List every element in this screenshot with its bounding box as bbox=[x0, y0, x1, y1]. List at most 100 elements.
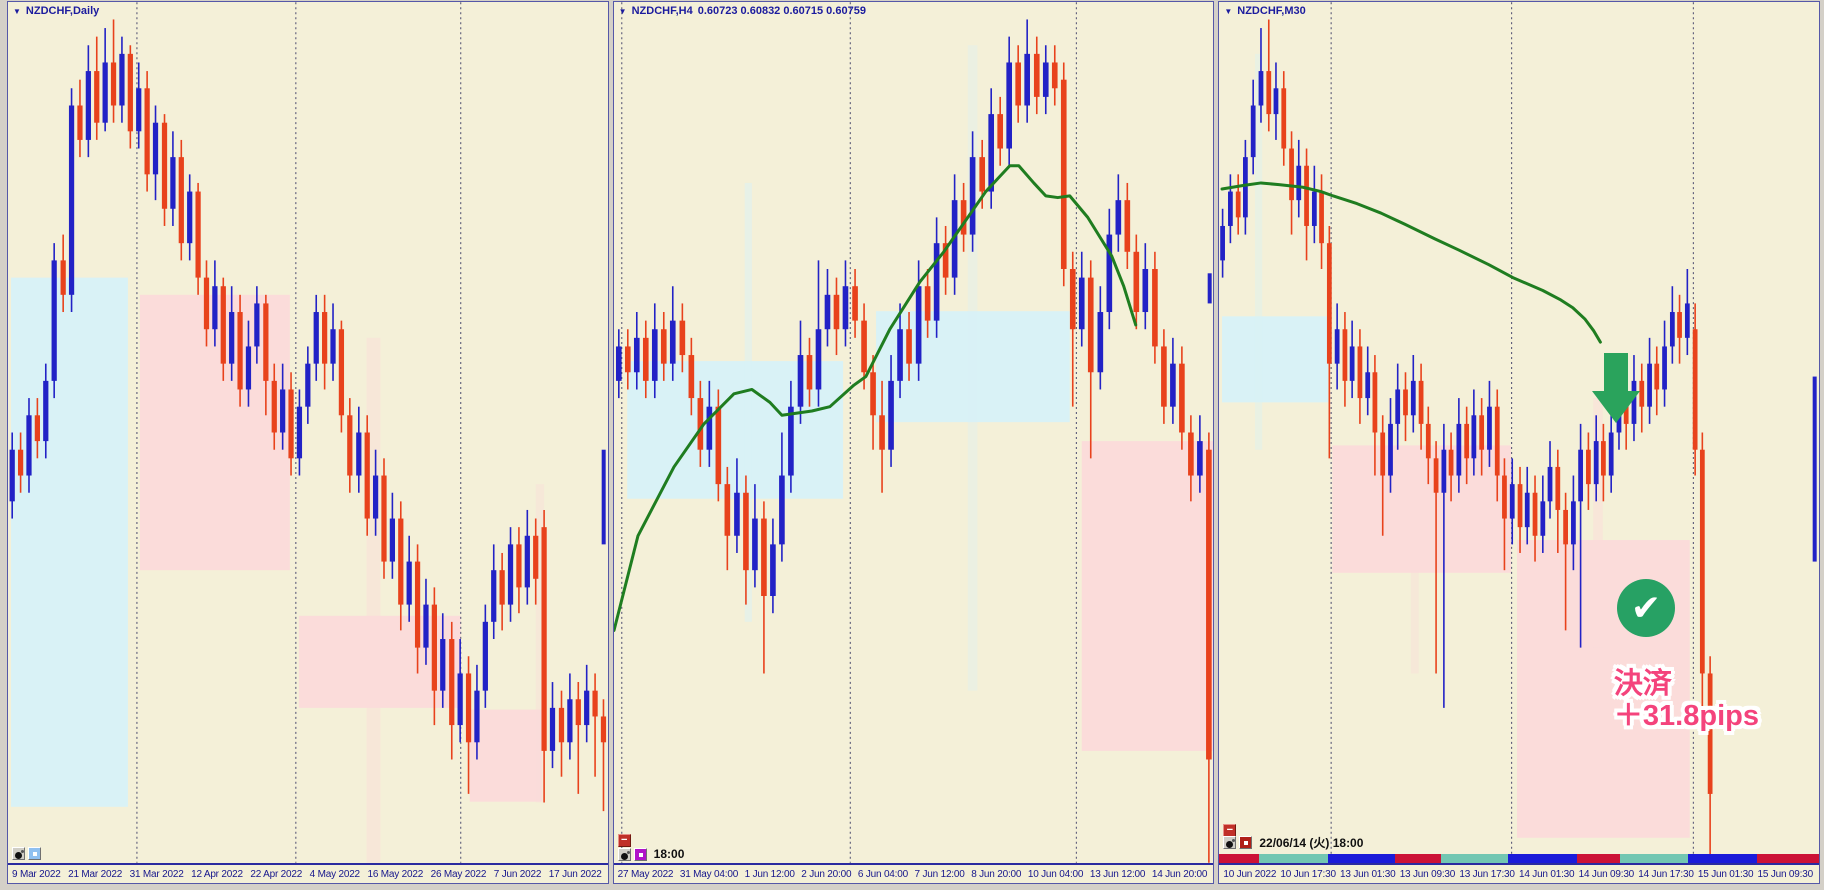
candle-body-down bbox=[1700, 449, 1706, 674]
candle-body-down bbox=[742, 492, 749, 571]
candle-body-down bbox=[161, 122, 168, 209]
candle-body-up bbox=[457, 673, 463, 726]
candle-body-up bbox=[1388, 423, 1394, 476]
chart-panel-h4: ▼ NZDCHF,H4 0.60723 0.60832 0.60715 0.60… bbox=[612, 1, 1215, 884]
date-tick-label: 14 Jun 01:30 bbox=[1518, 869, 1575, 880]
candle-body-up bbox=[1243, 157, 1249, 218]
candle-body-down bbox=[1563, 509, 1569, 545]
candle-body-up bbox=[896, 329, 903, 381]
candle-body-up bbox=[1471, 415, 1477, 459]
candle-body-up bbox=[778, 475, 785, 545]
candle-body-up bbox=[706, 406, 712, 450]
indicator-collapse-button[interactable]: − bbox=[617, 834, 631, 847]
candle-body-down bbox=[322, 312, 328, 364]
candle-body-down bbox=[979, 157, 985, 192]
candle-body-down bbox=[624, 346, 631, 373]
candle-body-up bbox=[797, 355, 803, 407]
candle-body-up bbox=[119, 53, 125, 106]
session-strip-segment bbox=[1688, 854, 1757, 863]
chevron-down-icon[interactable]: ▼ bbox=[618, 6, 627, 16]
candle-body-up bbox=[1169, 363, 1176, 407]
candle-body-up bbox=[1685, 303, 1691, 338]
candle-body-up bbox=[212, 286, 218, 330]
candle-body-down bbox=[195, 191, 201, 278]
candle-body-down bbox=[997, 114, 1003, 149]
date-tick-label: 14 Jun 20:00 bbox=[1151, 869, 1208, 880]
candle-body-down bbox=[1060, 79, 1067, 269]
candle-body-down bbox=[942, 243, 949, 278]
candle-body-up bbox=[915, 286, 922, 364]
date-tick-label: 6 Jun 04:00 bbox=[857, 869, 908, 880]
supply-demand-zone-cyan bbox=[967, 45, 978, 691]
candlestick-chart-m30[interactable] bbox=[1219, 2, 1819, 863]
candle-body-up bbox=[474, 690, 480, 743]
candle-body-up bbox=[633, 337, 640, 373]
candle-body-down bbox=[833, 294, 839, 330]
candle-body-up bbox=[769, 544, 776, 597]
candle-body-down bbox=[600, 716, 607, 743]
chevron-down-icon[interactable]: ▼ bbox=[1224, 6, 1233, 16]
chart-plot-area-m30: ▼ NZDCHF,M30 ✔ 決済 ＋31.8pips − 22/06/14 (… bbox=[1219, 2, 1819, 863]
candle-body-up bbox=[751, 518, 758, 571]
candle-body-up bbox=[406, 561, 412, 605]
candle-body-up bbox=[51, 260, 57, 381]
candle-body-up bbox=[1142, 268, 1148, 313]
candle-body-down bbox=[878, 415, 885, 450]
session-strip-segment bbox=[1328, 854, 1396, 863]
candle-body-up bbox=[1456, 423, 1462, 476]
chevron-down-icon[interactable]: ▼ bbox=[13, 6, 21, 16]
indicator-marker-icon bbox=[28, 847, 41, 860]
candle-body-up bbox=[933, 243, 940, 321]
candle-body-up bbox=[1670, 312, 1676, 347]
date-tick-label: 27 May 2022 bbox=[617, 869, 674, 880]
session-strip-segment bbox=[1440, 854, 1509, 863]
candle-body-down bbox=[688, 355, 694, 399]
candle-body-down bbox=[499, 570, 505, 605]
supply-demand-zone-pink bbox=[366, 337, 381, 863]
chart-panel-m30: ▼ NZDCHF,M30 ✔ 決済 ＋31.8pips − 22/06/14 (… bbox=[1218, 1, 1821, 884]
candle-body-down bbox=[1517, 484, 1523, 528]
candle-body-down bbox=[34, 415, 41, 442]
candlestick-chart-daily[interactable] bbox=[8, 2, 608, 863]
session-strip-segment bbox=[1756, 854, 1819, 863]
candle-body-down bbox=[60, 260, 66, 295]
chart-plot-area-daily: ▼ NZDCHF,Daily − bbox=[8, 2, 608, 863]
candle-body-down bbox=[1372, 372, 1378, 433]
candle-body-up bbox=[102, 62, 108, 123]
candle-body-down bbox=[1160, 346, 1167, 407]
candle-body-up bbox=[584, 690, 590, 726]
candle-body-down bbox=[1380, 432, 1386, 476]
candle-body-down bbox=[724, 484, 730, 536]
supply-demand-zone-pink bbox=[1332, 445, 1512, 573]
moving-average-line bbox=[1220, 181, 1603, 344]
candle-body-up bbox=[1525, 492, 1530, 528]
edge-price-bar bbox=[601, 449, 606, 545]
candle-body-down bbox=[851, 286, 858, 321]
candle-body-down bbox=[860, 320, 867, 373]
candle-body-up bbox=[1578, 449, 1584, 502]
session-strip-segment bbox=[1219, 854, 1259, 863]
date-axis-h4: 27 May 2022 31 May 04:00 1 Jun 12:00 2 Jun … bbox=[613, 863, 1214, 883]
candle-body-down bbox=[288, 389, 294, 459]
candle-body-down bbox=[1693, 329, 1698, 450]
candle-body-down bbox=[1327, 243, 1333, 364]
candle-body-up bbox=[1411, 380, 1417, 416]
candle-body-up bbox=[85, 71, 91, 140]
candle-body-down bbox=[271, 380, 277, 433]
supply-demand-zone-pink bbox=[469, 709, 542, 802]
date-tick-label: 10 Jun 04:00 bbox=[1027, 869, 1084, 880]
date-tick-label: 10 Jun 2022 bbox=[1223, 869, 1277, 880]
candle-body-up bbox=[787, 406, 794, 476]
candle-body-down bbox=[1187, 432, 1194, 476]
candle-body-up bbox=[549, 707, 556, 751]
candle-body-down bbox=[237, 312, 243, 390]
candle-body-down bbox=[364, 432, 370, 519]
candle-body-up bbox=[824, 294, 830, 330]
candle-body-up bbox=[296, 406, 303, 459]
candle-body-down bbox=[1033, 53, 1040, 97]
candlestick-chart-h4[interactable] bbox=[613, 2, 1214, 863]
candle-body-down bbox=[960, 200, 967, 235]
session-strip-segment bbox=[1620, 854, 1689, 863]
candle-body-down bbox=[1266, 71, 1272, 115]
edge-price-bar bbox=[1813, 376, 1818, 562]
